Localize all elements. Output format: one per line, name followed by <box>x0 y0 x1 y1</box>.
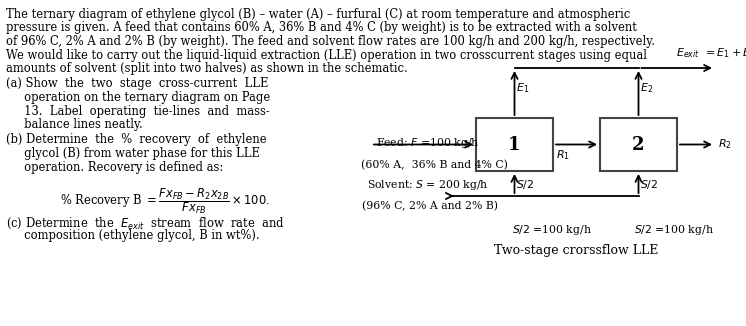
Text: composition (ethylene glycol, B in wt%).: composition (ethylene glycol, B in wt%). <box>6 230 260 243</box>
Text: $E_1$: $E_1$ <box>516 81 530 95</box>
Text: $E_2$: $E_2$ <box>641 81 653 95</box>
Text: $= E_1 + E_2$: $= E_1 + E_2$ <box>703 46 746 60</box>
Text: $E_{exit}$: $E_{exit}$ <box>676 46 700 60</box>
Bar <box>476 118 553 171</box>
Text: $R_2$: $R_2$ <box>718 138 732 151</box>
Text: $R_1$: $R_1$ <box>556 149 570 162</box>
Text: (a) Show  the  two  stage  cross-current  LLE: (a) Show the two stage cross-current LLE <box>6 78 269 91</box>
Text: of 96% C, 2% A and 2% B (by weight). The feed and solvent flow rates are 100 kg/: of 96% C, 2% A and 2% B (by weight). The… <box>6 35 655 48</box>
Text: operation. Recovery is defined as:: operation. Recovery is defined as: <box>6 160 223 173</box>
Text: balance lines neatly.: balance lines neatly. <box>6 118 142 131</box>
Text: operation on the ternary diagram on Page: operation on the ternary diagram on Page <box>6 91 270 104</box>
Text: 13.  Label  operating  tie-lines  and  mass-: 13. Label operating tie-lines and mass- <box>6 105 270 117</box>
Text: $S/2$ =100 kg/h: $S/2$ =100 kg/h <box>513 223 592 237</box>
Text: (96% C, 2% A and 2% B): (96% C, 2% A and 2% B) <box>362 201 498 211</box>
Text: (c) Determine  the  $E_{exit}$  stream  flow  rate  and: (c) Determine the $E_{exit}$ stream flow… <box>6 216 285 231</box>
Text: Solvent: $S$ = 200 kg/h: Solvent: $S$ = 200 kg/h <box>367 178 489 192</box>
Text: Feed: $F$ =100 kg/h: Feed: $F$ =100 kg/h <box>376 136 480 150</box>
Text: 1: 1 <box>508 136 521 154</box>
Text: $S/2$: $S/2$ <box>641 178 659 191</box>
Text: $S/2$ =100 kg/h: $S/2$ =100 kg/h <box>633 223 713 237</box>
Text: pressure is given. A feed that contains 60% A, 36% B and 4% C (by weight) is to : pressure is given. A feed that contains … <box>6 22 637 35</box>
Text: We would like to carry out the liquid-liquid extraction (LLE) operation in two c: We would like to carry out the liquid-li… <box>6 49 647 62</box>
Text: The ternary diagram of ethylene glycol (B) – water (A) – furfural (C) at room te: The ternary diagram of ethylene glycol (… <box>6 8 630 21</box>
Text: $S/2$: $S/2$ <box>516 178 535 191</box>
Text: Two-stage crorssflow LLE: Two-stage crorssflow LLE <box>495 244 659 257</box>
Text: (b) Determine  the  %  recovery  of  ethylene: (b) Determine the % recovery of ethylene <box>6 134 266 146</box>
Text: 2: 2 <box>633 136 645 154</box>
Text: % Recovery B $=\dfrac{Fx_{FB}-R_2x_{2B}}{Fx_{FB}}\times 100.$: % Recovery B $=\dfrac{Fx_{FB}-R_2x_{2B}}… <box>60 186 270 216</box>
Text: (60% A,  36% B and 4% C): (60% A, 36% B and 4% C) <box>361 160 508 170</box>
Text: amounts of solvent (split into two halves) as shown in the schematic.: amounts of solvent (split into two halve… <box>6 62 408 75</box>
Text: glycol (B) from water phase for this LLE: glycol (B) from water phase for this LLE <box>6 147 260 160</box>
Bar <box>600 118 677 171</box>
